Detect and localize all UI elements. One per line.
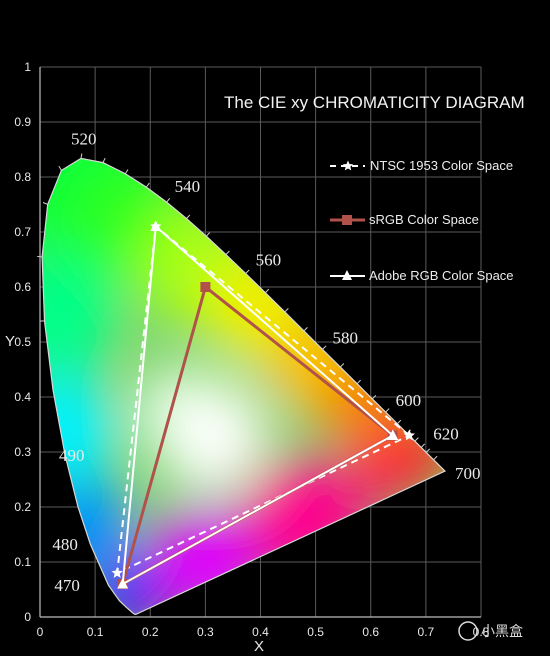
y-axis-title: Y xyxy=(5,333,15,350)
legend-item-ntsc: NTSC 1953 Color Space xyxy=(330,158,513,173)
locus-tick xyxy=(414,437,419,442)
y-tick-labels: 0 0.1 0.2 0.3 0.4 0.5 0.6 0.7 0.8 0.9 1 xyxy=(14,60,31,624)
locus-tick xyxy=(42,202,48,205)
x-tick-labels: 0 0.1 0.2 0.3 0.4 0.5 0.6 0.7 0.8 xyxy=(37,625,490,639)
gamut-color-blob xyxy=(42,374,118,486)
locus-tick xyxy=(322,345,327,350)
legend-item-srgb: sRGB Color Space xyxy=(330,212,479,227)
series-point xyxy=(117,578,129,589)
y-tick-label: 0 xyxy=(24,610,31,624)
gamut-fill xyxy=(42,158,445,615)
gamut-color-blob xyxy=(139,369,217,447)
locus-tick xyxy=(124,169,129,175)
locus-tick xyxy=(371,395,377,400)
wavelength-label: 480 xyxy=(52,535,78,554)
y-tick-label: 0.8 xyxy=(14,170,31,184)
series-point xyxy=(150,220,162,231)
series-adobe-rgb-color-space xyxy=(117,220,399,589)
locus-tick xyxy=(420,443,426,448)
legend-star-icon xyxy=(342,160,354,171)
series-point xyxy=(387,429,399,440)
locus-tick xyxy=(356,379,361,385)
series-point xyxy=(200,282,211,292)
locus-tick xyxy=(102,157,106,163)
wavelength-label: 560 xyxy=(256,251,282,270)
y-tick-label: 0.3 xyxy=(14,445,31,459)
legend-triangle-icon xyxy=(342,270,352,280)
x-tick-label: 0.3 xyxy=(197,625,214,639)
series xyxy=(111,220,415,589)
legend-label-adobe: Adobe RGB Color Space xyxy=(369,268,514,283)
axes xyxy=(39,67,481,618)
legend-label-ntsc: NTSC 1953 Color Space xyxy=(370,158,513,173)
locus-tick xyxy=(186,214,191,219)
x-tick-label: 0.4 xyxy=(252,625,269,639)
locus-tick xyxy=(225,250,230,255)
locus-tick xyxy=(166,197,171,203)
legend: NTSC 1953 Color Space sRGB Color Space A… xyxy=(330,158,514,283)
series-point xyxy=(403,429,415,441)
y-tick-label: 0.5 xyxy=(14,335,31,349)
wavelength-label: 540 xyxy=(175,177,201,196)
locus-tick xyxy=(339,363,345,368)
y-tick-label: 0.6 xyxy=(14,280,31,294)
locus-tick xyxy=(245,269,250,274)
legend-square-icon xyxy=(342,215,352,225)
chart-title: The CIE xy CHROMATICITY DIAGRAM xyxy=(224,93,525,112)
gamut-color-blob xyxy=(348,440,415,508)
locus-tick xyxy=(80,153,83,159)
series-line xyxy=(121,224,394,586)
locus-tick xyxy=(385,408,390,413)
locus-tick xyxy=(433,455,438,461)
locus-tick xyxy=(264,288,270,294)
locus-tick xyxy=(425,448,431,453)
watermark-label: 小黑盒 xyxy=(481,623,523,640)
wavelength-label: 520 xyxy=(71,129,97,148)
legend-item-adobe: Adobe RGB Color Space xyxy=(330,268,514,283)
locus-tick xyxy=(396,419,402,425)
y-tick-label: 0.9 xyxy=(14,115,31,129)
locus-tick xyxy=(303,326,308,332)
legend-label-srgb: sRGB Color Space xyxy=(369,212,479,227)
y-tick-label: 0.4 xyxy=(14,390,31,404)
series-point xyxy=(111,567,123,578)
x-tick-label: 0.2 xyxy=(142,625,159,639)
x-tick-label: 0.7 xyxy=(418,625,435,639)
y-tick-label: 1 xyxy=(24,60,31,74)
y-tick-label: 0.2 xyxy=(14,500,31,514)
wavelength-label: 490 xyxy=(59,446,85,465)
locus-tick xyxy=(205,232,211,237)
wavelength-labels: 520 540 560 580 600 620 700 490 480 470 xyxy=(52,129,480,595)
wavelength-label: 470 xyxy=(54,576,80,595)
x-axis-title: X xyxy=(254,638,264,655)
wavelength-label: 600 xyxy=(396,391,422,410)
y-tick-label: 0.1 xyxy=(14,555,31,569)
x-tick-label: 0.5 xyxy=(307,625,324,639)
wavelength-label: 620 xyxy=(433,424,459,443)
locus-tick xyxy=(145,182,150,188)
watermark: 小黑盒 xyxy=(458,621,523,641)
wavelength-label: 580 xyxy=(333,328,359,347)
x-tick-label: 0.1 xyxy=(87,625,104,639)
wavelength-label: 700 xyxy=(455,464,481,483)
watermark-logo-icon xyxy=(458,621,478,641)
gamut-colors xyxy=(42,158,445,615)
gamut-color-blob xyxy=(42,253,118,376)
locus-tick xyxy=(58,165,62,171)
x-tick-label: 0.6 xyxy=(362,625,379,639)
y-tick-label: 0.7 xyxy=(14,225,31,239)
x-tick-label: 0 xyxy=(37,625,44,639)
locus-tick xyxy=(284,308,289,313)
